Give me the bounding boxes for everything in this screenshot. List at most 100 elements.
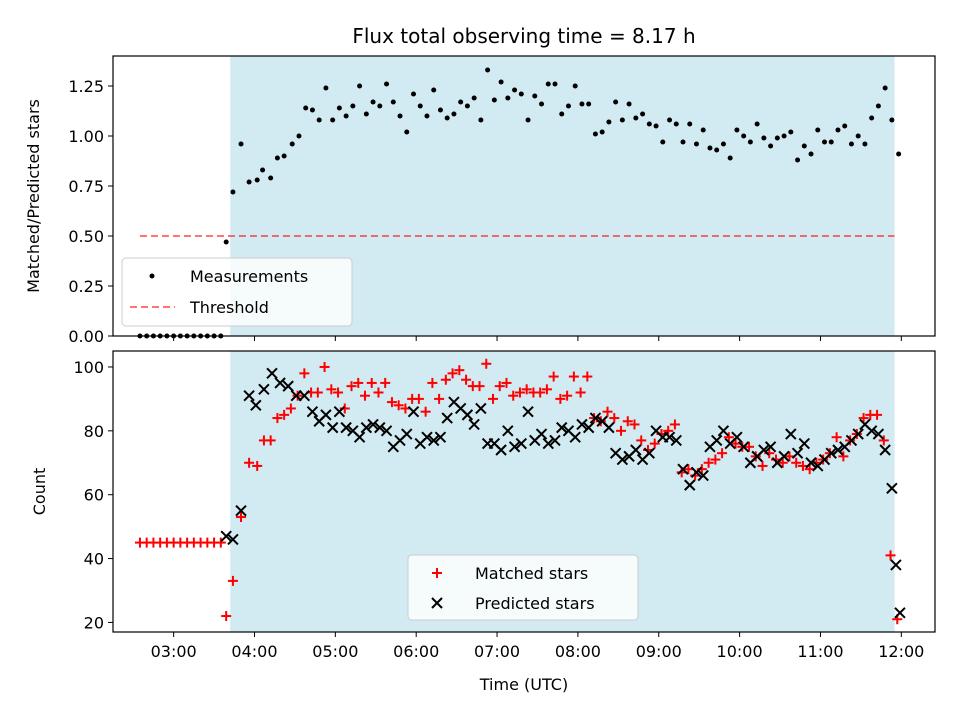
predicted-star-point-b [737,441,750,453]
predicted-star-point-b [274,377,286,389]
measurement-point [431,87,437,93]
matched-star-point [501,377,512,388]
matched-star-point [535,387,546,398]
matched-star-point [346,381,357,392]
predicted-star-point-b [805,457,817,469]
predicted-star-point-b [603,421,615,434]
measurement-point [424,113,430,119]
predicted-star-point-b [894,607,906,619]
measurement-point [707,145,713,151]
predicted-star-point [576,418,588,431]
measurement-point [296,133,302,139]
x-tick-label: 08:00 [555,642,601,661]
bottom-y-tick-label: 20 [84,613,104,632]
predicted-star-point [274,377,286,389]
top-axes-frame [112,55,936,337]
matched-star-point [616,425,627,436]
matched-star-point [215,537,226,548]
predicted-star-point [852,428,864,440]
measurement-point [565,103,571,109]
matched-star-point [636,435,647,446]
predicted-star-point-b [785,428,797,440]
count-points [134,358,906,625]
matched-star-point [723,432,734,443]
predicted-star-point-b [502,425,514,437]
predicted-star-point-b [556,421,568,434]
matched-star-point [784,451,795,462]
predicted-star-point [495,444,507,456]
measurement-point [370,99,376,105]
predicted-star-point-b [468,418,480,431]
measurement-point [640,111,646,117]
legend-matched-glyph [432,568,442,578]
predicted-star-point [421,431,433,443]
predicted-star-point [569,431,581,443]
matched-star-point [548,371,559,382]
predicted-star-point-b [374,421,386,434]
predicted-star-point-b [670,434,682,447]
predicted-star-point-b [576,418,588,431]
predicted-star-point [684,479,696,491]
predicted-star-point [778,450,790,463]
legend-predicted-label: Predicted stars [475,594,595,613]
top-y-ticks: 0.00 0.25 0.50 0.75 1.00 1.25 [68,77,113,346]
matched-star-point [299,368,310,379]
predicted-star-point [333,405,346,418]
bottom-y-tick-label: 40 [84,550,104,569]
measurement-point [720,141,726,147]
measurement-point [390,99,396,105]
measurement-point [357,83,363,89]
predicted-star-point [220,530,232,542]
matched-star-point [568,371,579,382]
measurement-point [842,123,848,129]
x-tick-label: 10:00 [717,642,763,661]
measurement-point [309,107,315,113]
measurement-point [633,115,639,121]
predicted-star-point [407,405,420,418]
predicted-star-point-b [596,415,608,427]
predicted-star-point-b [731,431,743,443]
predicted-star-point [731,431,743,443]
legend-measurement-marker [149,273,155,279]
measurement-point [572,83,578,89]
top-y-tick-label: 0.00 [68,327,104,346]
panel-count: 20 40 60 80 100 03:00 04:00 05:00 06:00 07:00 08:… [30,350,936,694]
measurement-point [498,79,504,85]
predicted-star-point [805,457,817,469]
predicted-star-point [717,425,730,437]
measurement-point [693,141,699,147]
predicted-star-point-b [630,444,642,456]
matched-star-point [717,448,728,459]
measurement-point [350,103,356,109]
predicted-star-point [367,418,379,431]
measurement-point [586,101,592,107]
predicted-star-point-b [461,409,474,421]
predicted-star-point [428,434,440,447]
measurement-point [653,123,659,129]
matched-star-point [582,371,593,382]
x-tick-label: 09:00 [636,642,682,661]
predicted-star-point [865,425,878,437]
measurement-point [268,175,274,181]
predicted-star-point [832,444,844,456]
predicted-star-point-b [220,530,232,542]
predicted-star-point-b [401,428,413,440]
predicted-star-point-b [441,412,453,424]
predicted-star-point [616,453,629,466]
measurement-point [741,133,747,139]
predicted-star-point-b [380,425,393,437]
predicted-star-point-b [643,447,656,459]
predicted-star-point-b [778,450,790,463]
measurement-point [518,91,524,97]
legend-predicted-marker [431,597,443,609]
predicted-star-point [582,421,595,434]
panel-ratio: 0.00 0.25 0.50 0.75 1.00 1.25 Flux total obse… [24,24,936,346]
measurement-point [384,81,390,87]
matched-star-point [366,377,377,388]
predicted-star-point [306,405,319,418]
predicted-star-point-b [549,434,561,447]
predicted-star-point [764,441,777,453]
matched-star-point [312,387,323,398]
measurement-point [464,103,470,109]
